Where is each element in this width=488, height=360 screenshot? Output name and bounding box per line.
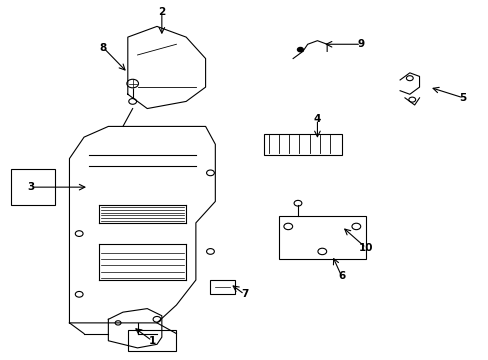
Text: 3: 3	[27, 182, 34, 192]
Bar	[11, 169, 55, 205]
Bar	[127, 330, 176, 351]
Bar	[210, 280, 234, 294]
Text: 10: 10	[358, 243, 372, 253]
Bar	[264, 134, 341, 155]
Text: 2: 2	[158, 7, 165, 17]
Text: 6: 6	[337, 271, 345, 282]
Circle shape	[297, 48, 303, 52]
Text: 9: 9	[357, 39, 364, 49]
Text: 1: 1	[148, 336, 155, 346]
Text: 7: 7	[240, 289, 248, 299]
Text: 5: 5	[459, 93, 466, 103]
Text: 4: 4	[313, 114, 321, 124]
Text: 8: 8	[100, 43, 107, 53]
Bar	[278, 216, 366, 258]
